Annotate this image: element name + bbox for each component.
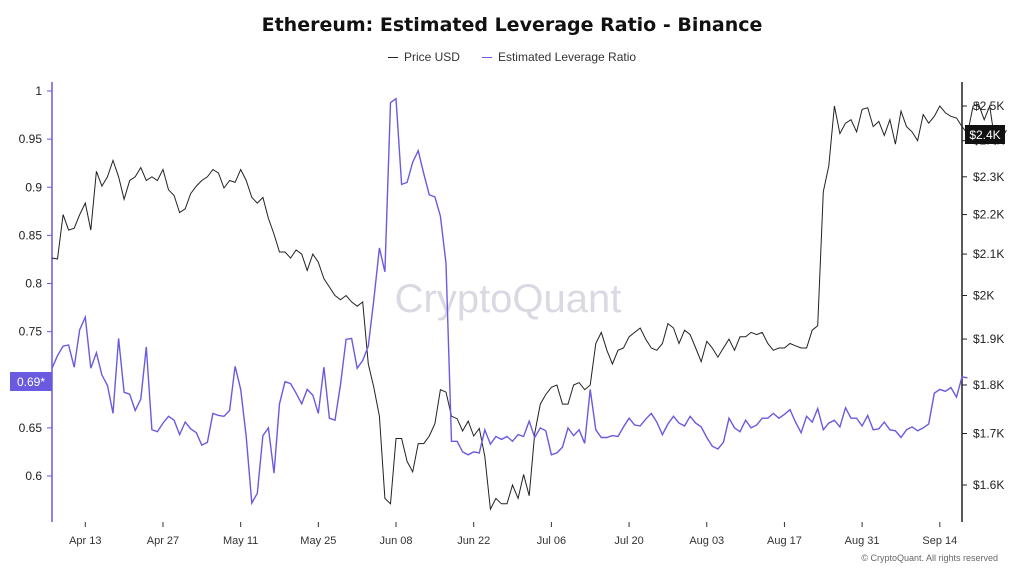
- x-tick-label: Jun 08: [380, 535, 413, 547]
- right-tick-label: $2.3K: [973, 170, 1004, 184]
- left-tick-label: 0.75: [19, 325, 43, 339]
- chart-title: Ethereum: Estimated Leverage Ratio - Bin…: [261, 14, 763, 36]
- x-tick-label: Apr 13: [69, 535, 101, 547]
- legend-label-price: Price USD: [403, 50, 460, 64]
- badge-price: $2.4K: [965, 125, 1005, 144]
- footer-copyright: © CryptoQuant. All rights reserved: [861, 553, 998, 563]
- badge-ratio-bg: [10, 372, 52, 391]
- badge-ratio-text: 0.69*: [17, 375, 45, 389]
- left-tick-label: 0.9: [25, 180, 42, 194]
- right-tick-label: $1.8K: [973, 378, 1004, 392]
- left-tick-label: 0.8: [25, 277, 42, 291]
- series-line-ratio: [51, 97, 968, 506]
- left-axis-ticks: 10.950.90.850.80.750.70.650.6: [19, 84, 52, 483]
- series-line-price: [51, 103, 1007, 511]
- right-tick-label: $1.7K: [973, 427, 1004, 441]
- x-tick-label: Aug 17: [767, 535, 802, 547]
- x-tick-label: Aug 31: [845, 535, 880, 547]
- watermark-text: CryptoQuant: [395, 277, 622, 321]
- right-tick-label: $2K: [973, 289, 994, 303]
- x-tick-label: Jun 22: [457, 535, 490, 547]
- left-tick-label: 0.65: [19, 421, 43, 435]
- watermark: CryptoQuant: [395, 277, 622, 321]
- right-tick-label: $2.2K: [973, 208, 1004, 222]
- left-tick-label: 0.6: [25, 469, 42, 483]
- x-tick-label: Aug 03: [689, 535, 724, 547]
- x-tick-label: Jul 20: [614, 535, 643, 547]
- legend-swatch-ratio: [481, 56, 492, 58]
- legend-item-ratio[interactable]: Estimated Leverage Ratio: [481, 50, 637, 64]
- left-tick-label: 0.95: [19, 132, 43, 146]
- legend-swatch-price: [387, 56, 398, 58]
- right-axis-ticks: $2.5K $2.4K $2.3K $2.2K $2.1K $2K $1.9K $1.8K $1…: [962, 99, 1004, 492]
- x-tick-label: Sep 14: [922, 535, 957, 547]
- badge-ratio: 0.69*: [10, 372, 52, 391]
- x-tick-label: May 11: [223, 535, 258, 547]
- left-tick-label: 1: [35, 84, 42, 98]
- left-tick-label: 0.85: [19, 228, 43, 242]
- right-tick-label: $1.9K: [973, 332, 1004, 346]
- legend-label-ratio: Estimated Leverage Ratio: [497, 50, 637, 64]
- x-axis-ticks: Apr 13 Apr 27 May 11 May 25 Jun 08 Jun 22 Jul …: [69, 522, 957, 547]
- legend: Price USD Estimated Leverage Ratio: [0, 50, 1024, 64]
- x-tick-label: May 25: [300, 535, 336, 547]
- badge-price-bg: [965, 125, 1005, 144]
- right-tick-label: $1.6K: [973, 478, 1004, 492]
- legend-item-price[interactable]: Price USD: [387, 50, 460, 64]
- right-tick-label: $2.1K: [973, 247, 1004, 261]
- badge-price-text: $2.4K: [969, 128, 1000, 142]
- right-tick-label: $2.5K: [973, 99, 1004, 113]
- x-tick-label: Jul 06: [537, 535, 566, 547]
- x-tick-label: Apr 27: [147, 535, 179, 547]
